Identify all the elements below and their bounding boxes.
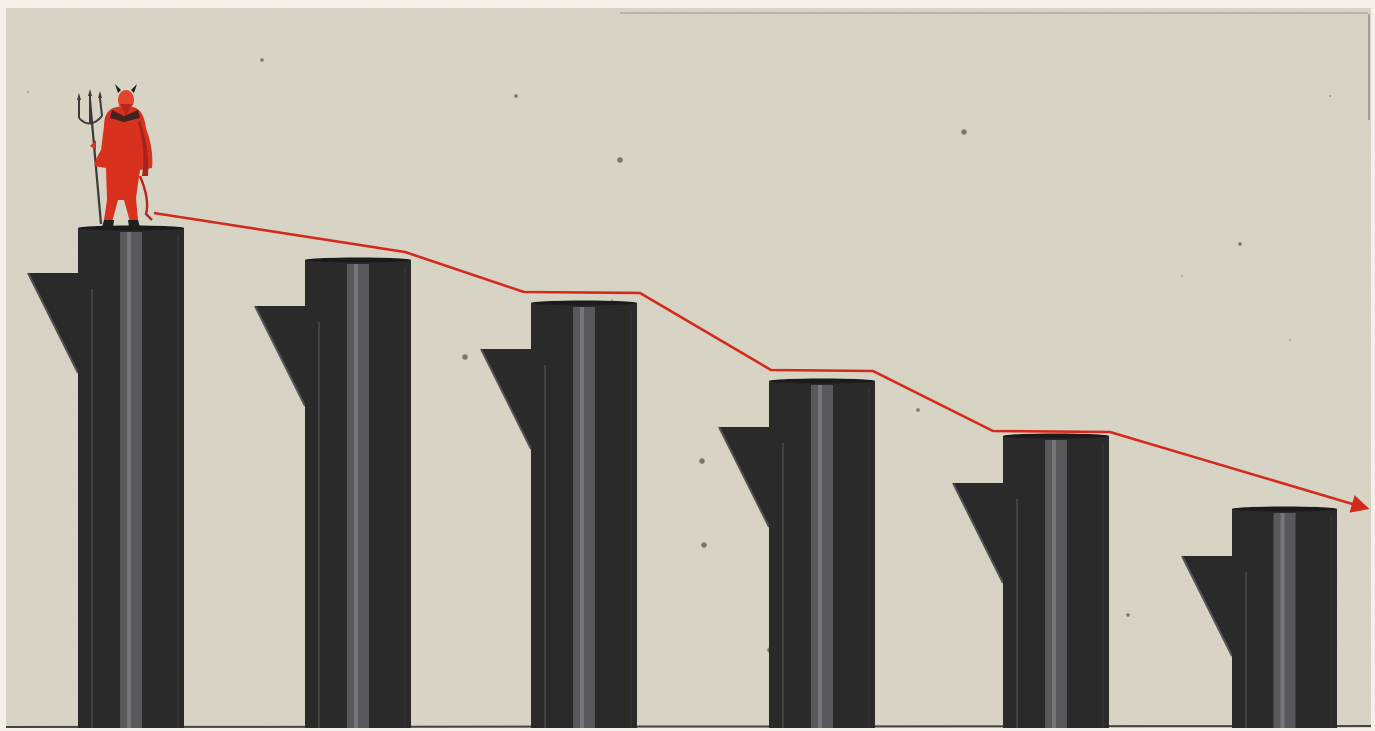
pillar-highlight-line (127, 232, 131, 728)
ink-speck (1126, 613, 1130, 617)
devil-hand (90, 140, 96, 150)
pillar-group (27, 225, 1337, 728)
pillar-bracket (1182, 556, 1244, 656)
devil-tail (138, 175, 153, 221)
declining-trend-line (153, 211, 1370, 513)
ink-speck (916, 408, 920, 412)
ink-speck (1329, 95, 1331, 97)
pillar-top (305, 257, 411, 263)
pillar-5 (952, 433, 1109, 728)
pillar-2 (254, 257, 411, 728)
pillar-top (1003, 433, 1109, 439)
pillar-3 (480, 300, 637, 728)
pillar-highlight-line (1280, 513, 1285, 728)
ink-speck (699, 458, 705, 464)
pillar-highlight-line (580, 307, 584, 728)
pillar-bracket-edge (952, 482, 1004, 584)
ink-speck (1181, 275, 1183, 277)
ink-speck (260, 58, 264, 62)
ink-speck (514, 94, 518, 98)
ink-speck (961, 129, 967, 135)
pillar-highlight-line (354, 264, 358, 728)
pillar-bracket (481, 349, 543, 449)
pillar-bracket (28, 273, 90, 373)
bottom-ground-line (5, 725, 1372, 728)
pillar-highlight-line (1052, 440, 1056, 728)
ink-speck (1289, 339, 1291, 341)
ink-speck (611, 299, 613, 301)
trident-prongs (77, 89, 102, 100)
pillar-bracket-edge (480, 348, 532, 450)
ink-specks (27, 58, 1331, 653)
pillar-bracket (719, 427, 781, 527)
devil-boots (102, 220, 140, 227)
ink-speck (617, 157, 623, 163)
pillar-bracket-edge (1181, 555, 1233, 657)
pillar-highlight-line (818, 385, 822, 728)
pillar-bracket-edge (27, 272, 79, 374)
pillar-4 (718, 378, 875, 728)
devil-with-trident-icon (77, 84, 153, 227)
pillar-bracket (255, 306, 317, 406)
pillar-1 (27, 225, 184, 728)
pillar-bracket (953, 483, 1015, 583)
ink-speck (701, 542, 707, 548)
devil-horns (115, 84, 137, 93)
pillar-top (1232, 506, 1337, 512)
ink-speck (27, 91, 29, 93)
ink-speck (462, 354, 468, 360)
devil-cape-shadow (138, 120, 149, 176)
devil-beard (120, 104, 132, 116)
pillar-bracket-edge (254, 305, 306, 407)
pillar-bracket-edge (718, 426, 770, 528)
trident-head (78, 96, 103, 125)
devil-body (94, 106, 153, 222)
pillar-top (531, 300, 637, 306)
pillar-6 (1181, 506, 1337, 728)
devil-collar (110, 110, 140, 122)
ink-speck (1238, 242, 1242, 246)
paper-grain-texture (6, 8, 1371, 728)
pillar-top (769, 378, 875, 384)
